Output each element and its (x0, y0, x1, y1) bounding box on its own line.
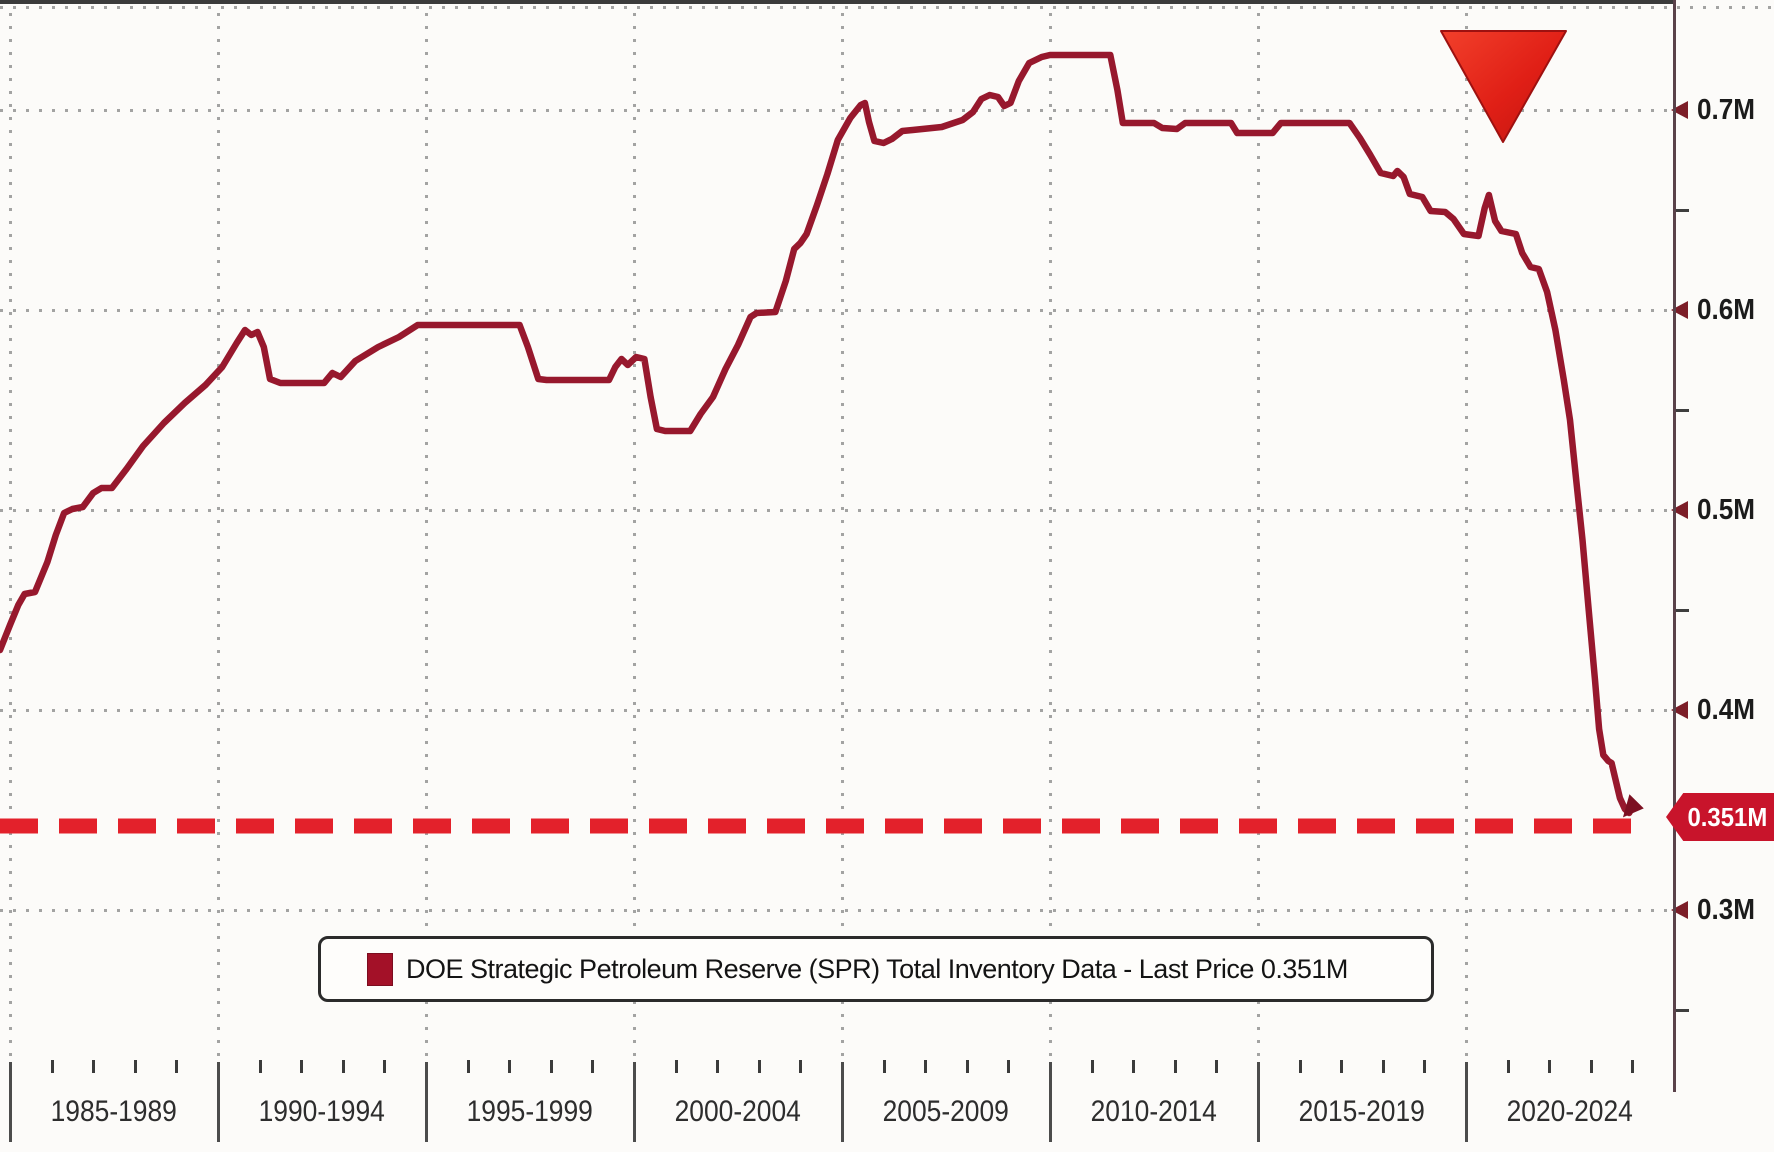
line-end-arrowhead-icon (1622, 794, 1644, 818)
right-y-axis-line (1673, 0, 1676, 1092)
y-axis-label-text: 0.6M (1697, 294, 1756, 326)
x-year-tick (383, 1060, 387, 1073)
x-year-tick (882, 1060, 886, 1073)
x-year-tick (1548, 1060, 1552, 1073)
x-period-divider (633, 1062, 636, 1142)
x-year-tick (1340, 1060, 1344, 1073)
y-minor-tick (1676, 1009, 1689, 1012)
v-gridline (217, 0, 220, 1058)
x-axis-period-label-text: 1985-1989 (50, 1095, 178, 1128)
v-gridline (841, 0, 844, 1058)
down-triangle-marker-icon (1440, 30, 1567, 143)
y-axis-label-text: 0.3M (1697, 894, 1756, 926)
x-axis-period-label: 1995-1999 (426, 1092, 634, 1132)
last-price-value: 0.351M (1687, 801, 1767, 832)
x-year-tick (133, 1060, 137, 1073)
h-gridline (0, 109, 1676, 112)
x-axis-period-label: 2010-2014 (1050, 1092, 1258, 1132)
x-year-tick (965, 1060, 969, 1073)
x-year-tick (1090, 1060, 1094, 1073)
y-axis-label: 0.7M (1697, 92, 1774, 128)
y-axis-label: 0.6M (1697, 292, 1774, 328)
x-year-tick (1589, 1060, 1593, 1073)
x-year-tick (716, 1060, 720, 1073)
v-gridline (425, 0, 428, 1058)
y-axis-label-text: 0.7M (1697, 94, 1756, 126)
x-year-tick (175, 1060, 179, 1073)
y-axis-label-text: 0.4M (1697, 694, 1756, 726)
x-year-tick (1132, 1060, 1136, 1073)
x-year-tick (508, 1060, 512, 1073)
x-axis-period-label: 1985-1989 (10, 1092, 218, 1132)
x-year-tick (1215, 1060, 1219, 1073)
x-axis-period-label-text: 2000-2004 (674, 1095, 802, 1128)
x-period-divider (1049, 1062, 1052, 1142)
x-axis-period-label-text: 1990-1994 (258, 1095, 386, 1128)
x-axis-period-label: 2000-2004 (634, 1092, 842, 1132)
x-year-tick (341, 1060, 345, 1073)
x-axis-period-label: 1990-1994 (218, 1092, 426, 1132)
x-year-tick (1381, 1060, 1385, 1073)
x-year-tick (50, 1060, 54, 1073)
x-year-tick (1631, 1060, 1635, 1073)
v-gridline (1465, 0, 1468, 1058)
y-minor-tick (1676, 609, 1689, 612)
h-gridline (0, 509, 1676, 512)
y-minor-tick (1676, 209, 1689, 212)
x-year-tick (92, 1060, 96, 1073)
legend-swatch (367, 952, 393, 986)
last-price-badge: 0.351M (1666, 793, 1774, 841)
x-year-tick (258, 1060, 262, 1073)
x-period-divider (1257, 1062, 1260, 1142)
x-axis-period-label-text: 1995-1999 (466, 1095, 594, 1128)
x-axis-period-label-text: 2015-2019 (1298, 1095, 1426, 1128)
x-year-tick (1506, 1060, 1510, 1073)
y-axis-label: 0.5M (1697, 492, 1774, 528)
x-period-divider (1465, 1062, 1468, 1142)
x-year-tick (1423, 1060, 1427, 1073)
x-axis-period-label-text: 2005-2009 (882, 1095, 1010, 1128)
x-year-tick (1173, 1060, 1177, 1073)
x-axis-line (0, 0, 1676, 4)
x-year-tick (674, 1060, 678, 1073)
h-gridline-top (0, 6, 1774, 9)
y-axis-label-text: 0.5M (1697, 494, 1756, 526)
h-gridline (0, 709, 1676, 712)
x-axis-period-label: 2015-2019 (1258, 1092, 1466, 1132)
x-year-tick (757, 1060, 761, 1073)
x-period-divider (425, 1062, 428, 1142)
x-period-divider (841, 1062, 844, 1142)
x-year-tick (549, 1060, 553, 1073)
x-year-tick (924, 1060, 928, 1073)
legend-label: DOE Strategic Petroleum Reserve (SPR) To… (406, 953, 1348, 984)
x-axis-period-label: 2005-2009 (842, 1092, 1050, 1132)
x-year-tick (300, 1060, 304, 1073)
x-year-tick (799, 1060, 803, 1073)
legend-box: DOE Strategic Petroleum Reserve (SPR) To… (318, 936, 1434, 1002)
v-gridline (633, 0, 636, 1058)
v-gridline (1257, 0, 1260, 1058)
h-gridline (0, 309, 1676, 312)
x-year-tick (1007, 1060, 1011, 1073)
x-axis-period-label: 2020-2024 (1466, 1092, 1674, 1132)
x-year-tick (1298, 1060, 1302, 1073)
x-year-tick (466, 1060, 470, 1073)
h-gridline (0, 909, 1676, 912)
x-axis-period-label-text: 2010-2014 (1090, 1095, 1218, 1128)
y-minor-tick (1676, 409, 1689, 412)
v-gridline (9, 0, 12, 1058)
x-year-tick (591, 1060, 595, 1073)
y-axis-label: 0.3M (1697, 892, 1774, 928)
spr-inventory-line (0, 51, 1636, 817)
x-axis-period-label-text: 2020-2024 (1506, 1095, 1634, 1128)
v-gridline (1049, 0, 1052, 1058)
x-period-divider (9, 1062, 12, 1142)
y-axis-label: 0.4M (1697, 692, 1774, 728)
x-period-divider (217, 1062, 220, 1142)
